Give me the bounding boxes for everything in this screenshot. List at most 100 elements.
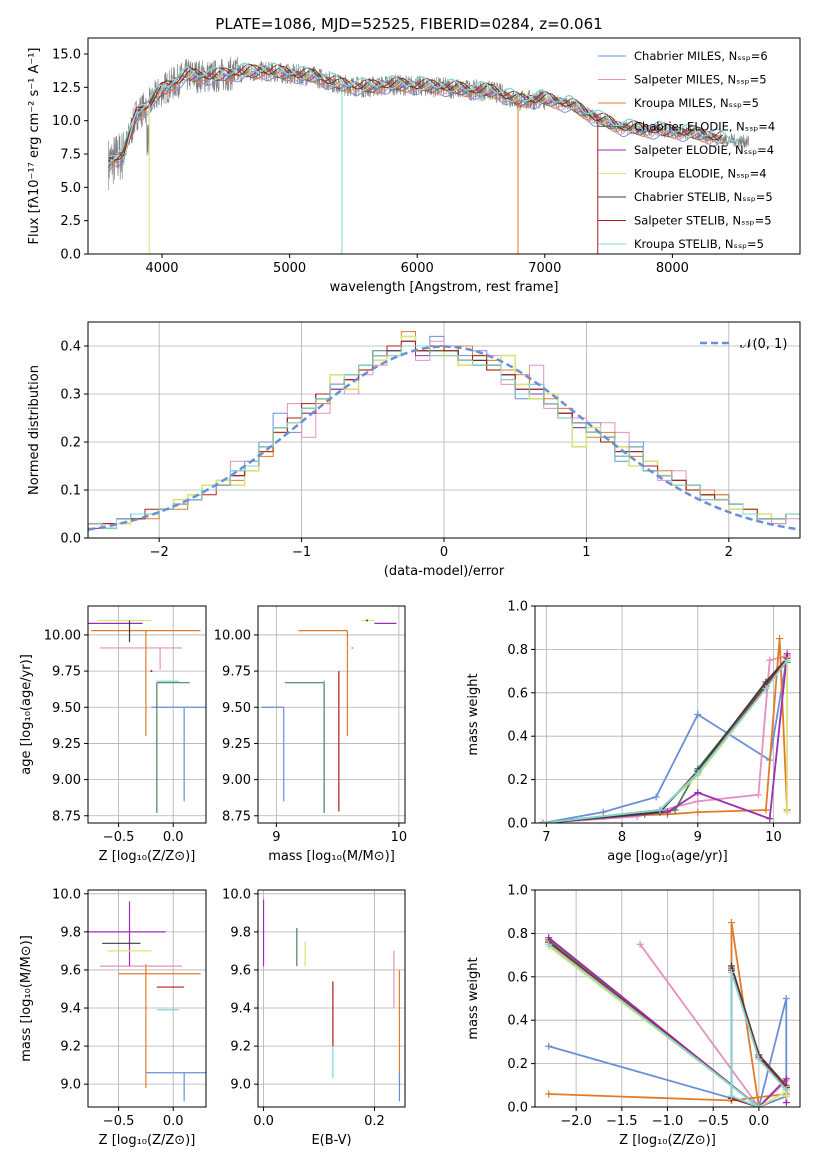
legend-label: Chabrier MILES, Nₛₛₚ=6 bbox=[634, 49, 768, 63]
weight-marker bbox=[766, 815, 774, 823]
y-tick-label: 15.0 bbox=[52, 48, 81, 63]
x-tick-label: 0.2 bbox=[364, 1114, 385, 1129]
y-tick-label: 9.50 bbox=[52, 701, 81, 716]
y-tick-label: 0.2 bbox=[60, 436, 81, 451]
weight-marker bbox=[783, 656, 791, 664]
x-tick-label: 8 bbox=[618, 830, 626, 845]
y-tick-label: 12.5 bbox=[52, 81, 81, 96]
y-tick-label: 0.4 bbox=[507, 1014, 528, 1029]
y-tick-label: 9.6 bbox=[60, 963, 81, 978]
x-tick-label: 0.0 bbox=[253, 1114, 274, 1129]
weight-marker bbox=[755, 1055, 763, 1063]
y-tick-label: 7.5 bbox=[60, 148, 81, 163]
weight-marker bbox=[656, 806, 664, 814]
x-axis-label: wavelength [Angstrom, rest frame] bbox=[330, 280, 559, 295]
weight-marker bbox=[762, 684, 770, 692]
plot-area bbox=[108, 56, 749, 254]
weight-marker bbox=[776, 635, 784, 643]
legend-label: 𝒩(0, 1) bbox=[740, 337, 787, 352]
y-tick-label: 0.2 bbox=[507, 773, 528, 788]
y-axis-label: Normed distribution bbox=[27, 365, 42, 495]
model-line bbox=[108, 71, 724, 168]
y-tick-label: 5.0 bbox=[60, 181, 81, 196]
panel-age_vs_mass: 9 10 8.75 9.00 9.25 9.50 9.75 10.00 mass [log₁₀(… bbox=[214, 605, 408, 864]
weight-marker bbox=[782, 1086, 790, 1094]
weight-marker bbox=[762, 806, 770, 814]
x-axis-label: (data-model)/error bbox=[384, 564, 505, 579]
model-line bbox=[108, 63, 723, 162]
x-tick-label: 6000 bbox=[401, 261, 434, 276]
x-tick-label: −1.5 bbox=[606, 1114, 638, 1129]
y-tick-label: 9.25 bbox=[222, 737, 251, 752]
y-tick-label: 8.75 bbox=[52, 809, 81, 824]
x-tick-label: 10 bbox=[391, 830, 408, 845]
histogram-step bbox=[88, 345, 800, 538]
data-point bbox=[366, 619, 369, 622]
y-tick-label: 0.8 bbox=[507, 927, 528, 942]
y-tick-label: 10.0 bbox=[52, 887, 81, 902]
weight-marker bbox=[766, 656, 774, 664]
y-tick-label: 9.2 bbox=[230, 1040, 251, 1055]
x-tick-label: −1.0 bbox=[652, 1114, 684, 1129]
x-tick-label: 5000 bbox=[273, 261, 306, 276]
y-tick-label: 0.8 bbox=[507, 643, 528, 658]
weight-marker bbox=[545, 940, 553, 948]
y-tick-label: 0.0 bbox=[60, 248, 81, 263]
legend-label: Chabrier STELIB, Nₛₛₚ=5 bbox=[634, 190, 773, 204]
weight-marker bbox=[782, 1075, 790, 1083]
weight-marker bbox=[539, 819, 547, 823]
x-tick-label: 0.0 bbox=[163, 830, 184, 845]
y-tick-label: 0.6 bbox=[507, 686, 528, 701]
y-tick-label: 10.00 bbox=[44, 628, 81, 643]
y-tick-label: 9.0 bbox=[230, 1078, 251, 1093]
y-tick-label: 9.2 bbox=[60, 1040, 81, 1055]
axes-frame bbox=[534, 889, 801, 1108]
y-tick-label: 0.4 bbox=[60, 340, 81, 355]
x-tick-label: 0.0 bbox=[749, 1114, 770, 1129]
legend-label: Salpeter STELIB, Nₛₛₚ=5 bbox=[634, 214, 772, 228]
weight-marker bbox=[727, 919, 735, 927]
weight-marker bbox=[754, 791, 762, 799]
panel-residuals: −2 −1 0 1 2 0.0 0.1 0.2 0.3 0.4 (data-model)/error… bbox=[27, 321, 801, 579]
x-tick-label: 10 bbox=[765, 830, 782, 845]
x-tick-label: 9 bbox=[272, 830, 280, 845]
y-tick-label: 9.6 bbox=[230, 963, 251, 978]
data-point bbox=[150, 670, 153, 673]
x-tick-label: −2.0 bbox=[560, 1114, 592, 1129]
x-tick-label: 0.0 bbox=[163, 1114, 184, 1129]
weight-marker bbox=[636, 940, 644, 948]
weight-line bbox=[548, 943, 787, 1107]
y-tick-label: 9.00 bbox=[52, 773, 81, 788]
y-tick-label: 9.25 bbox=[52, 737, 81, 752]
axes-frame bbox=[87, 321, 801, 539]
y-tick-label: 9.75 bbox=[222, 665, 251, 680]
y-tick-label: 0.6 bbox=[507, 970, 528, 985]
x-tick-label: 8000 bbox=[656, 261, 689, 276]
x-tick-label: −0.5 bbox=[697, 1114, 729, 1129]
legend-label: Salpeter ELODIE, Nₛₛₚ=4 bbox=[634, 143, 774, 157]
legend-label: Salpeter MILES, Nₛₛₚ=5 bbox=[634, 73, 767, 87]
weight-line bbox=[542, 655, 788, 823]
y-tick-label: 9.50 bbox=[222, 701, 251, 716]
legend-label: Kroupa ELODIE, Nₛₛₚ=4 bbox=[634, 167, 767, 181]
weight-marker bbox=[545, 1090, 553, 1098]
weight-marker bbox=[782, 995, 790, 1002]
plot-area bbox=[88, 890, 206, 1107]
y-tick-label: 10.00 bbox=[214, 628, 251, 643]
panel-mass_vs_EBV: 0.0 0.2 9.0 9.2 9.4 9.6 9.8 10.0 E(B-V) bbox=[222, 887, 406, 1148]
y-tick-label: 0.3 bbox=[60, 388, 81, 403]
weight-marker bbox=[664, 808, 671, 816]
y-axis-label: Flux [fλ10⁻¹⁷ erg cm⁻² s⁻¹ A⁻¹] bbox=[27, 48, 42, 245]
axes-frame bbox=[257, 605, 406, 824]
x-tick-label: −1 bbox=[292, 545, 311, 560]
y-tick-label: 0.0 bbox=[507, 817, 528, 832]
data-point bbox=[351, 646, 354, 649]
y-tick-label: 10.0 bbox=[222, 887, 251, 902]
x-tick-label: −0.5 bbox=[103, 1114, 135, 1129]
y-tick-label: 0.1 bbox=[60, 484, 81, 499]
x-tick-label: 2 bbox=[725, 545, 733, 560]
weight-marker bbox=[694, 797, 702, 805]
y-tick-label: 9.4 bbox=[60, 1002, 81, 1017]
plot-area bbox=[88, 606, 206, 823]
